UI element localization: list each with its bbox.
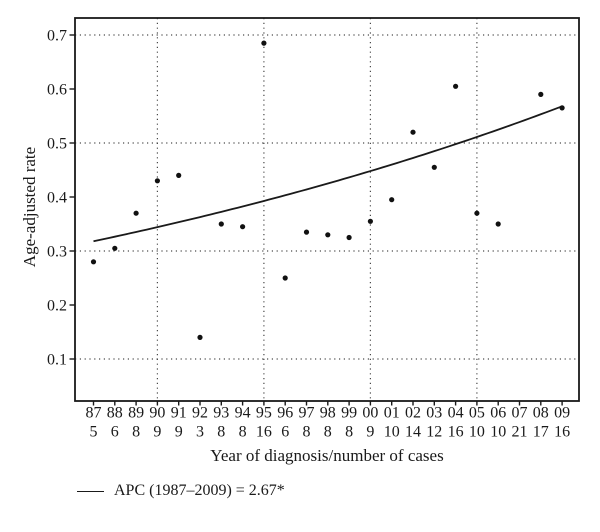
x-tick-label-cases: 8 [345,424,353,441]
x-tick-label-year: 93 [213,405,229,422]
x-tick-label-year: 92 [192,405,208,422]
data-point [218,221,224,227]
x-tick-label-year: 88 [107,405,123,422]
data-point [431,164,437,170]
data-point [176,172,182,178]
x-tick-label-year: 98 [320,405,336,422]
y-tick-label: 0.7 [47,28,67,45]
data-point [389,197,395,203]
x-tick-label-year: 97 [299,405,315,422]
x-tick-label-year: 95 [256,405,272,422]
x-tick-label-cases: 8 [239,424,247,441]
x-tick-label-cases: 8 [324,424,332,441]
legend: APC (1987–2009) = 2.67* [77,482,285,500]
data-point [495,221,501,227]
x-tick-label-cases: 9 [366,424,374,441]
apc-trend-line [93,105,563,243]
data-point [367,218,373,224]
y-tick-label: 0.5 [47,136,67,153]
x-tick-label-cases: 16 [448,424,464,441]
x-tick-label-cases: 16 [256,424,272,441]
y-tick-label: 0.4 [47,190,67,207]
data-point [261,40,267,46]
x-tick-label-year: 03 [426,405,442,422]
y-tick-label: 0.3 [47,244,67,261]
x-tick-label-cases: 6 [111,424,119,441]
x-tick-label-cases: 10 [469,424,485,441]
data-point [133,210,139,216]
y-tick-label: 0.2 [47,298,67,315]
x-tick-label-year: 09 [554,405,570,422]
data-point [154,178,160,184]
x-tick-label-cases: 3 [196,424,204,441]
x-tick-label-year: 00 [362,405,378,422]
x-tick-label-year: 91 [171,405,187,422]
x-tick-label-year: 01 [384,405,400,422]
x-tick-label-cases: 9 [153,424,161,441]
x-tick-label-cases: 14 [405,424,421,441]
x-tick-label-year: 94 [235,405,251,422]
x-tick-label-cases: 9 [175,424,183,441]
data-point [282,275,288,281]
data-point [346,234,352,241]
x-tick-label-cases: 16 [554,424,570,441]
data-point [197,334,203,340]
x-tick-label-cases: 12 [426,424,442,441]
x-tick-label-year: 05 [469,405,485,422]
x-tick-label-year: 89 [128,405,144,422]
data-point [240,224,246,230]
data-point [538,91,544,97]
x-tick-label-cases: 5 [90,424,98,441]
legend-line-sample [77,490,104,492]
legend-label: APC (1987–2009) = 2.67* [114,482,285,499]
x-tick-label-year: 96 [277,405,293,422]
plot-area-border [74,17,580,402]
x-tick-label-year: 02 [405,405,421,422]
data-point [303,229,310,235]
data-point [559,105,565,111]
x-tick-label-year: 08 [533,405,549,422]
data-point [474,210,480,216]
x-tick-label-year: 90 [149,405,165,422]
x-tick-label-cases: 10 [490,424,506,441]
data-point [90,259,97,265]
x-tick-label-cases: 17 [533,424,549,441]
data-point [325,232,331,238]
x-tick-label-cases: 10 [384,424,400,441]
data-point [453,83,459,89]
x-tick-label-cases: 8 [303,424,311,441]
x-tick-label-cases: 21 [512,424,528,441]
x-tick-label-year: 06 [490,405,506,422]
x-tick-label-cases: 8 [217,424,225,441]
y-tick-label: 0.6 [47,82,67,99]
x-tick-label-year: 07 [512,405,528,422]
data-point [112,245,118,251]
x-tick-label-cases: 6 [281,424,289,441]
x-tick-label-year: 99 [341,405,357,422]
x-axis-title: Year of diagnosis/number of cases [210,446,444,465]
x-tick-label-year: 87 [86,405,102,422]
data-point [410,129,416,135]
y-tick-label: 0.1 [47,352,67,369]
y-axis-title: Age-adjusted rate [20,146,39,268]
x-tick-label-year: 04 [448,405,464,422]
x-tick-label-cases: 8 [132,424,140,441]
